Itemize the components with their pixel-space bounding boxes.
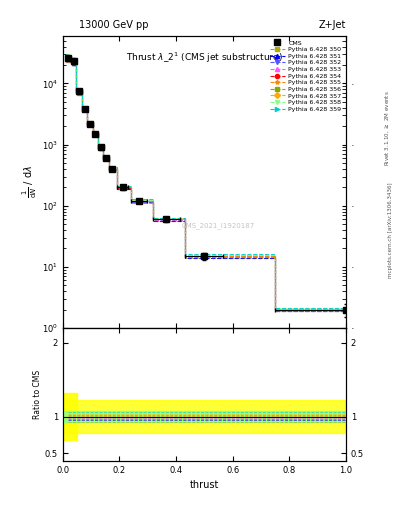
- Text: 13000 GeV pp: 13000 GeV pp: [79, 20, 148, 31]
- Legend: CMS, Pythia 6.428 350, Pythia 6.428 351, Pythia 6.428 352, Pythia 6.428 353, Pyt: CMS, Pythia 6.428 350, Pythia 6.428 351,…: [268, 39, 343, 113]
- Text: mcplots.cern.ch [arXiv:1306.3436]: mcplots.cern.ch [arXiv:1306.3436]: [387, 183, 393, 278]
- Text: CMS_2021_I1920187: CMS_2021_I1920187: [182, 222, 255, 229]
- Text: Rivet 3.1.10, $\geq$ 2M events: Rivet 3.1.10, $\geq$ 2M events: [384, 90, 391, 166]
- Bar: [63, 400, 346, 433]
- Y-axis label: $\frac{1}{\mathrm{d}N}$ / $\mathrm{d}\lambda$: $\frac{1}{\mathrm{d}N}$ / $\mathrm{d}\la…: [21, 165, 39, 199]
- X-axis label: thrust: thrust: [190, 480, 219, 490]
- Text: Thrust $\lambda\_2^1$ (CMS jet substructure): Thrust $\lambda\_2^1$ (CMS jet substruct…: [126, 51, 283, 65]
- Y-axis label: Ratio to CMS: Ratio to CMS: [33, 370, 42, 419]
- Text: Z+Jet: Z+Jet: [318, 20, 346, 31]
- Bar: [63, 411, 346, 422]
